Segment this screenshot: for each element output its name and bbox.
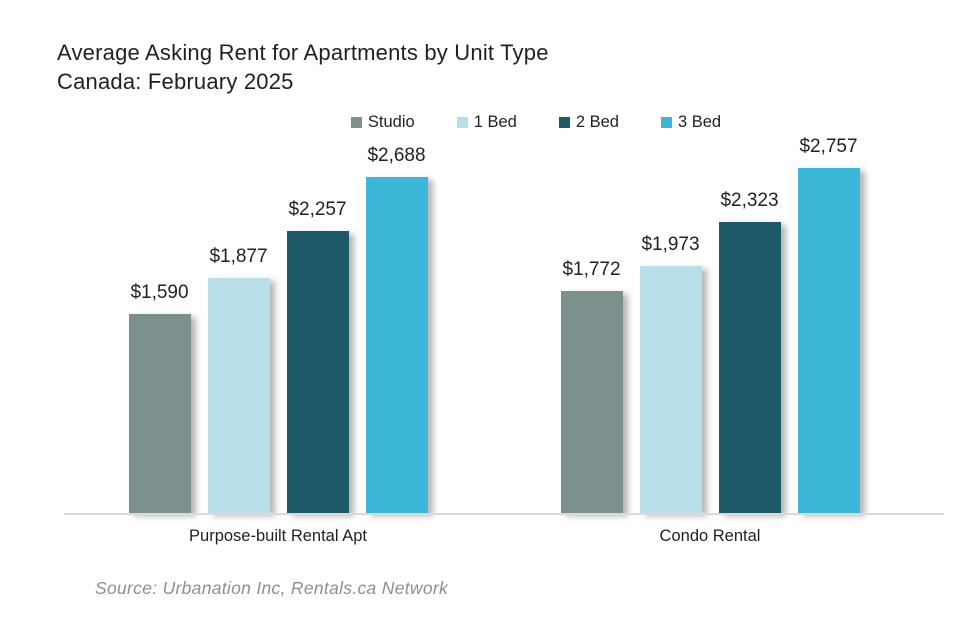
bar-studio-condo-rental [560, 291, 623, 514]
bar-3-bed-condo-rental [797, 168, 860, 514]
bar-group-condo-rental: $1,772 $1,973 $2,323 $2,757 [560, 136, 860, 514]
bar-value-label: $2,688 [367, 145, 426, 167]
bar-studio-purpose-built-rental-apt [128, 314, 191, 514]
bar-2-bed-purpose-built-rental-apt [286, 231, 349, 514]
source-note: Source: Urbanation Inc, Rentals.ca Netwo… [95, 578, 449, 599]
bar-1-bed-condo-rental [639, 266, 702, 514]
legend-item-2-bed: 2 Bed [558, 112, 619, 132]
chart-title: Average Asking Rent for Apartments by Un… [0, 0, 980, 96]
bar-value-label: $2,757 [799, 136, 858, 158]
bar-item-1-bed-condo-rental: $1,973 [639, 234, 702, 514]
bar-3-bed-purpose-built-rental-apt [365, 177, 428, 514]
legend-item-1-bed: 1 Bed [456, 112, 517, 132]
x-axis-labels: Purpose-built Rental Apt Condo Rental [8, 527, 980, 546]
legend-swatch-icon [558, 116, 570, 128]
bar-value-label: $1,772 [562, 259, 621, 281]
bar-2-bed-condo-rental [718, 222, 781, 514]
bar-item-2-bed-purpose-built-rental-apt: $2,257 [286, 199, 349, 514]
plot-groups: $1,590 $1,877 $2,257 $2,688 $1,772 $1,973 $2,3… [8, 136, 980, 514]
bar-group-purpose-built-rental-apt: $1,590 $1,877 $2,257 $2,688 [128, 145, 428, 514]
bar-value-label: $1,877 [209, 246, 268, 268]
chart-title-line2: Canada: February 2025 [57, 69, 294, 95]
bar-1-bed-purpose-built-rental-apt [207, 278, 270, 514]
bar-value-label: $1,973 [641, 234, 700, 256]
legend-item-3-bed: 3 Bed [660, 112, 722, 132]
bar-item-1-bed-purpose-built-rental-apt: $1,877 [207, 246, 270, 514]
legend-swatch-icon [660, 116, 672, 128]
chart-title-line1: Average Asking Rent for Apartments by Un… [57, 40, 549, 65]
bar-value-label: $2,257 [288, 199, 347, 221]
category-label-purpose-built-rental-apt: Purpose-built Rental Apt [189, 527, 367, 546]
bar-item-2-bed-condo-rental: $2,323 [718, 190, 781, 514]
legend-label: 1 Bed [473, 112, 517, 131]
legend-swatch-icon [456, 116, 468, 128]
legend-label: Studio [367, 112, 415, 131]
bar-item-studio-purpose-built-rental-apt: $1,590 [128, 282, 191, 514]
legend-item-studio: Studio [350, 112, 415, 132]
bar-value-label: $2,323 [720, 190, 779, 212]
bar-item-3-bed-condo-rental: $2,757 [797, 136, 860, 514]
bar-item-studio-condo-rental: $1,772 [560, 259, 623, 514]
x-axis-line [64, 513, 944, 516]
plot-area: $1,590 $1,877 $2,257 $2,688 $1,772 $1,973 $2,3… [0, 136, 980, 516]
bar-value-label: $1,590 [130, 282, 189, 304]
legend-label: 2 Bed [575, 112, 619, 131]
legend: Studio 1 Bed 2 Bed 3 Bed [46, 112, 980, 132]
bar-item-3-bed-purpose-built-rental-apt: $2,688 [365, 145, 428, 514]
legend-swatch-icon [350, 116, 362, 128]
category-label-condo-rental: Condo Rental [659, 527, 761, 546]
legend-label: 3 Bed [677, 112, 722, 131]
